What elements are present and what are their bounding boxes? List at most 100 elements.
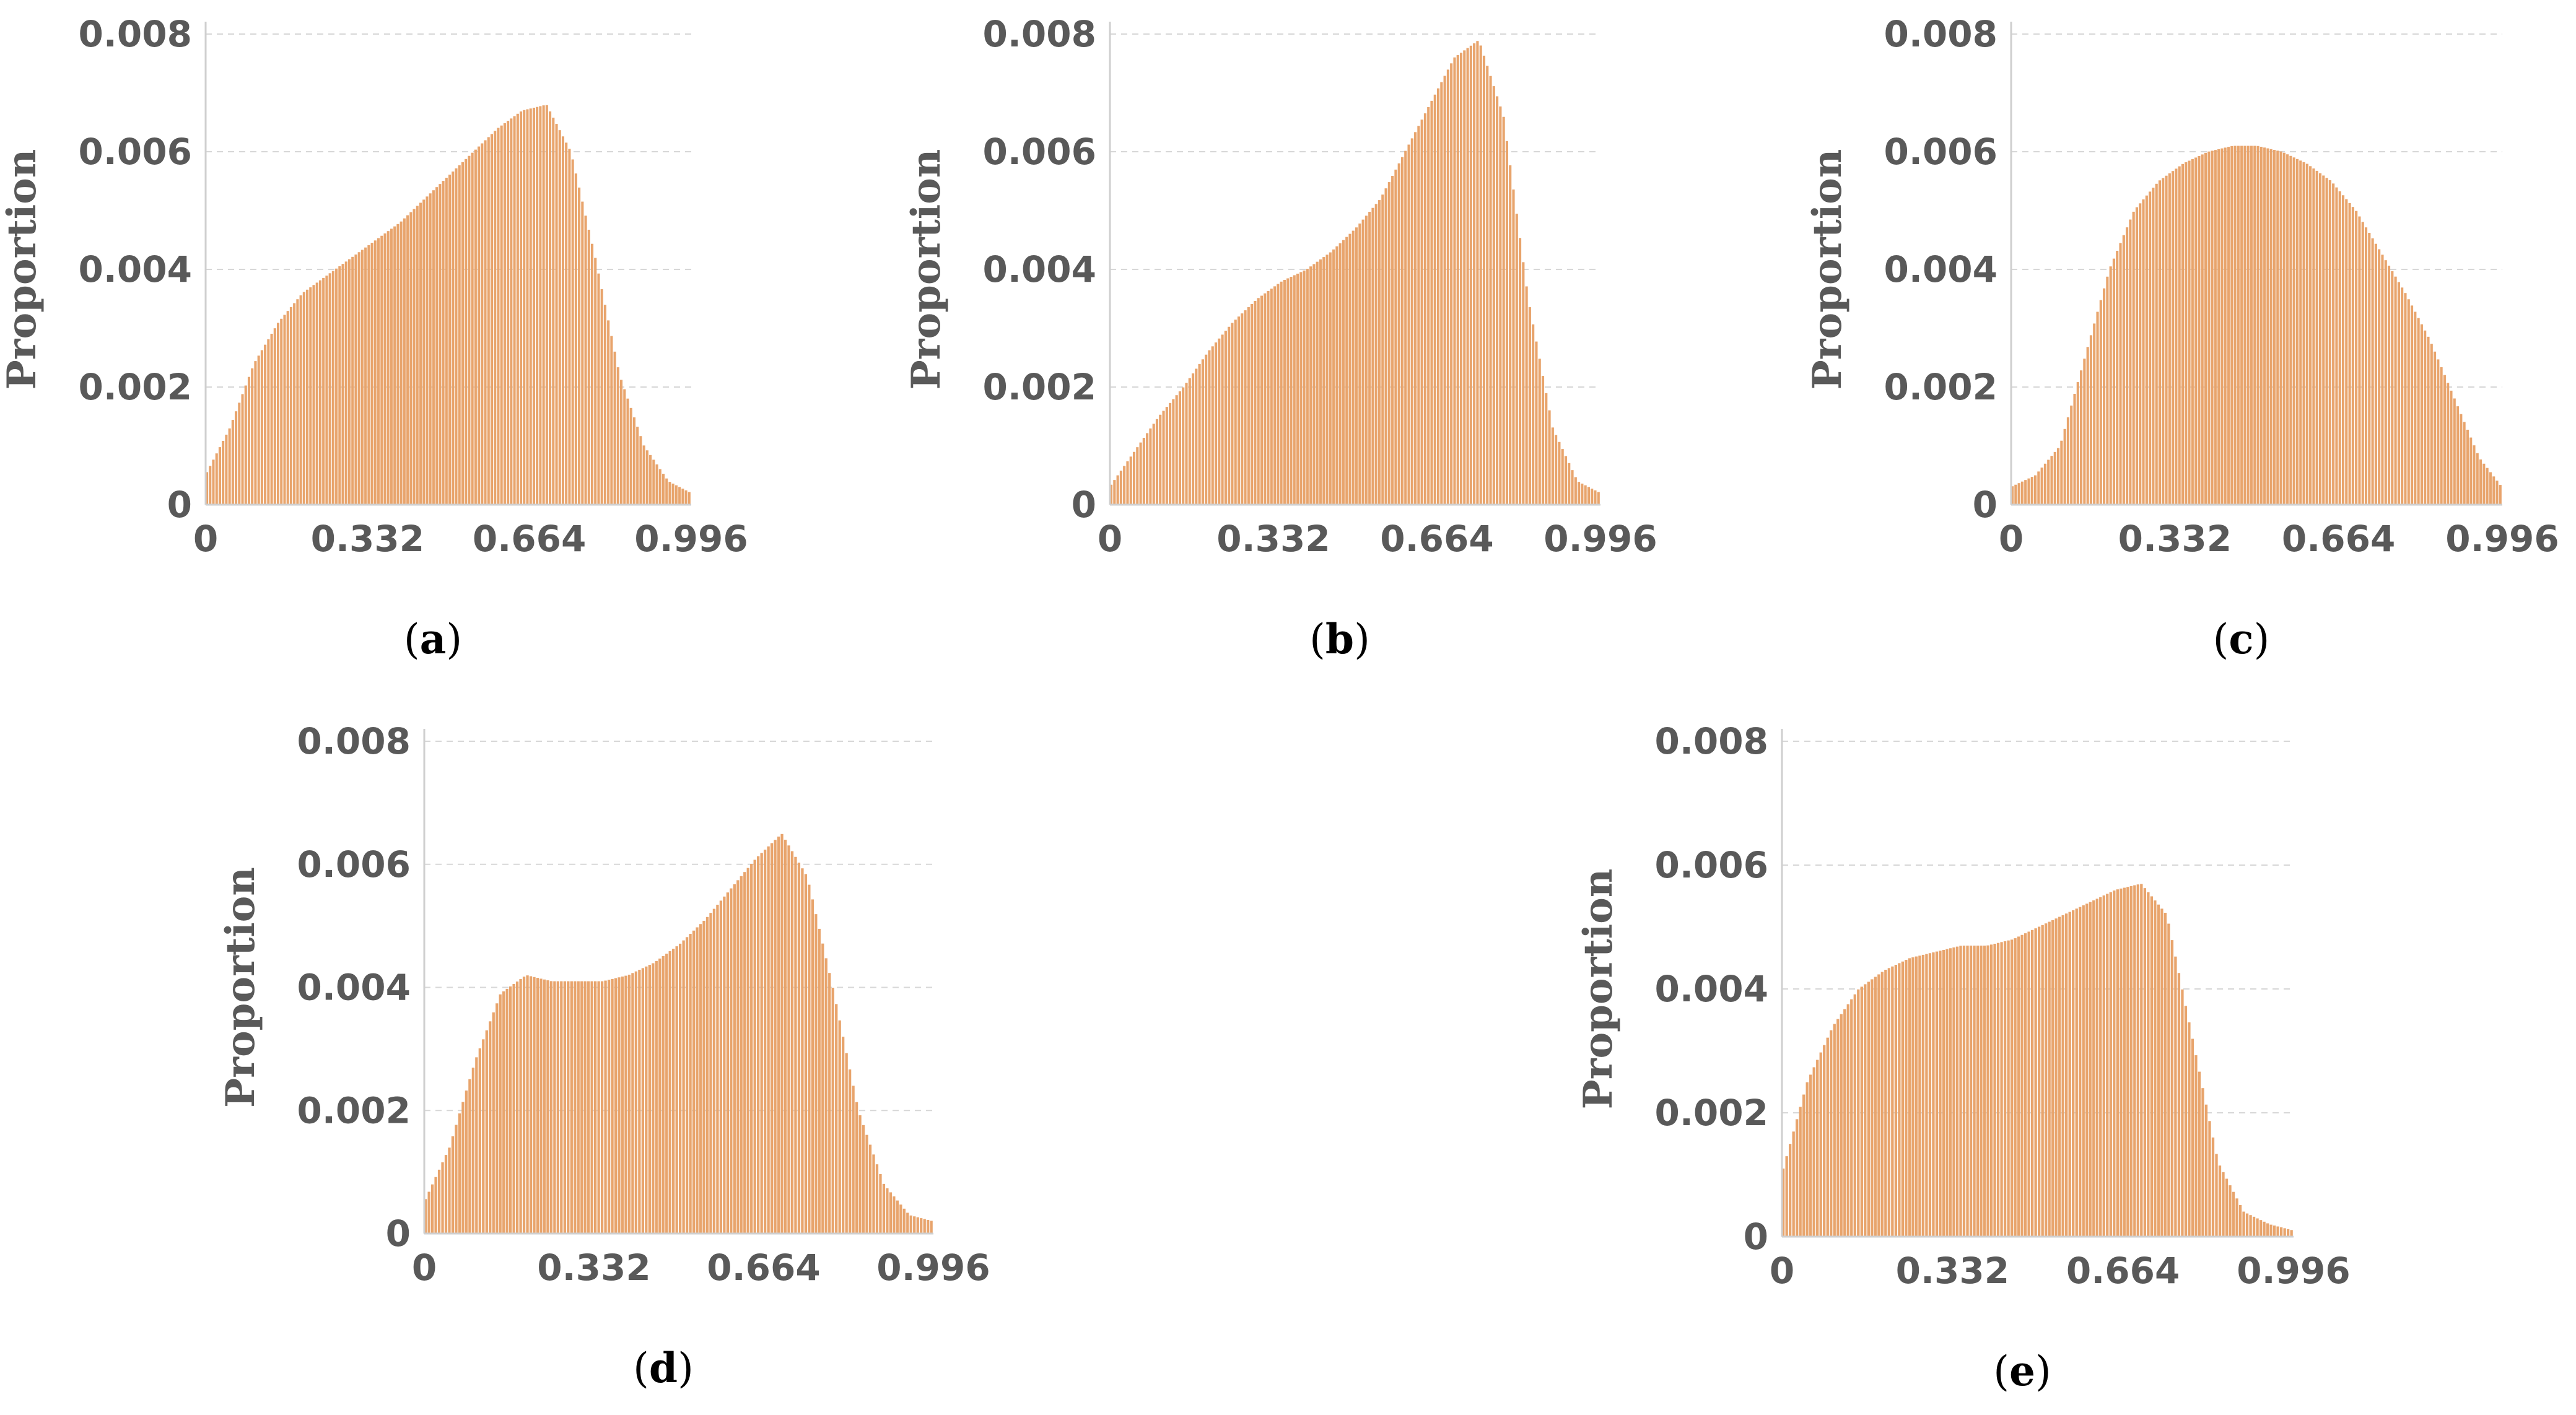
panel-caption: (e) xyxy=(1993,1347,2051,1395)
histogram-bar xyxy=(682,940,685,1234)
histogram-bar xyxy=(2181,989,2184,1237)
histogram-bar xyxy=(913,1216,916,1234)
histogram-bar xyxy=(1404,150,1407,505)
histogram-bar xyxy=(2348,202,2351,505)
histogram-bar xyxy=(403,218,406,505)
histogram-bar xyxy=(2061,915,2064,1237)
histogram-bar xyxy=(496,1003,499,1234)
histogram-bar xyxy=(2456,406,2460,505)
histogram-bar xyxy=(2201,1088,2204,1237)
histogram-bar xyxy=(2328,180,2331,505)
histogram-bar xyxy=(1264,293,1267,505)
histogram-bar xyxy=(1446,69,1449,505)
histogram-bar xyxy=(2499,485,2502,505)
histogram-bar xyxy=(2188,1022,2191,1237)
histogram-bar xyxy=(560,981,563,1234)
histogram-bar xyxy=(787,845,790,1234)
histogram-bar xyxy=(2211,1137,2215,1237)
histogram-bar xyxy=(1414,132,1417,505)
histogram-bar xyxy=(574,173,577,505)
histogram-bar xyxy=(1453,57,1456,505)
histogram-bar xyxy=(283,315,286,505)
histogram-bar xyxy=(1277,284,1280,505)
y-axis-label: Proportion xyxy=(217,867,264,1108)
histogram-bar xyxy=(1535,341,1538,505)
histogram-bar xyxy=(1185,383,1188,505)
histogram-bar xyxy=(2017,483,2020,505)
histogram-bar xyxy=(2204,1104,2208,1237)
histogram-bar xyxy=(1152,424,1155,505)
histogram-bar xyxy=(2312,168,2315,505)
histogram-bar xyxy=(2486,468,2489,505)
histogram-bar xyxy=(519,111,523,505)
histogram-bar xyxy=(386,231,390,505)
histogram-bar xyxy=(1387,182,1391,505)
histogram-bar xyxy=(302,292,305,505)
histogram-bar xyxy=(1932,952,1935,1237)
histogram-bar xyxy=(590,243,594,505)
histogram-bar xyxy=(383,233,386,505)
histogram-bar xyxy=(831,987,834,1234)
histogram-bar xyxy=(2040,468,2043,505)
histogram-bar xyxy=(1986,945,1989,1237)
histogram-bar xyxy=(1267,290,1270,505)
histogram-bar xyxy=(1149,428,1152,505)
histogram-bar xyxy=(424,1199,427,1234)
histogram-bar xyxy=(1871,979,1874,1237)
histogram-bar xyxy=(607,980,611,1234)
histogram-bar xyxy=(1976,946,1980,1237)
histogram-bar xyxy=(2207,151,2211,505)
histogram-bar xyxy=(1306,269,1309,505)
histogram-bar xyxy=(790,851,794,1234)
histogram-bar xyxy=(2109,266,2112,505)
histogram-bar xyxy=(1136,447,1139,505)
histogram-bar xyxy=(2120,888,2123,1237)
histogram-bar xyxy=(2167,923,2170,1237)
histogram-bar xyxy=(1358,223,1361,505)
histogram-bar xyxy=(611,978,614,1234)
histogram-bar xyxy=(2132,211,2135,505)
histogram-bar xyxy=(1908,958,1911,1237)
histogram-bar xyxy=(2355,211,2358,505)
y-tick-label: 0.006 xyxy=(1655,844,1768,886)
histogram-bar xyxy=(503,123,506,505)
histogram-bar xyxy=(523,110,526,505)
histogram-bar xyxy=(1949,948,1952,1237)
histogram-bar xyxy=(552,117,555,505)
histogram-bar xyxy=(1846,1004,1849,1237)
histogram-bar xyxy=(2252,1216,2256,1237)
histogram-bar xyxy=(2384,260,2387,505)
histogram-bar xyxy=(536,978,539,1234)
histogram-bar xyxy=(2007,940,2010,1237)
histogram-bar xyxy=(2129,219,2132,505)
x-tick-label: 0.996 xyxy=(2445,518,2559,560)
histogram-bar xyxy=(561,136,565,505)
histogram-bar xyxy=(2096,311,2099,505)
histogram-bar xyxy=(2082,905,2085,1237)
histogram-bar xyxy=(808,884,811,1234)
y-tick-label: 0.004 xyxy=(1884,248,1997,290)
histogram-bar xyxy=(784,840,787,1234)
histogram-bar xyxy=(1584,485,1587,505)
histogram-bar xyxy=(1407,144,1410,505)
histogram-bar xyxy=(930,1221,933,1234)
histogram-bar xyxy=(634,971,638,1234)
histogram-bar xyxy=(1877,974,1880,1237)
histogram-bar xyxy=(1211,346,1214,505)
histogram-bar xyxy=(512,983,515,1234)
histogram-bar xyxy=(1802,1094,1805,1237)
histogram-bar xyxy=(2168,173,2171,505)
histogram-bar xyxy=(2266,148,2269,505)
histogram-bar xyxy=(2417,318,2420,505)
histogram-bar xyxy=(1325,255,1329,505)
histogram-bar xyxy=(507,121,510,505)
histogram-bar xyxy=(2010,939,2014,1237)
histogram-bar xyxy=(2305,163,2308,505)
histogram-bar xyxy=(513,116,516,505)
histogram-bar xyxy=(2420,324,2423,505)
histogram-bar xyxy=(344,261,347,505)
histogram-bar xyxy=(231,420,234,505)
histogram-bar xyxy=(2276,1226,2279,1237)
histogram-bar xyxy=(774,840,777,1234)
histogram-bar xyxy=(675,946,678,1234)
